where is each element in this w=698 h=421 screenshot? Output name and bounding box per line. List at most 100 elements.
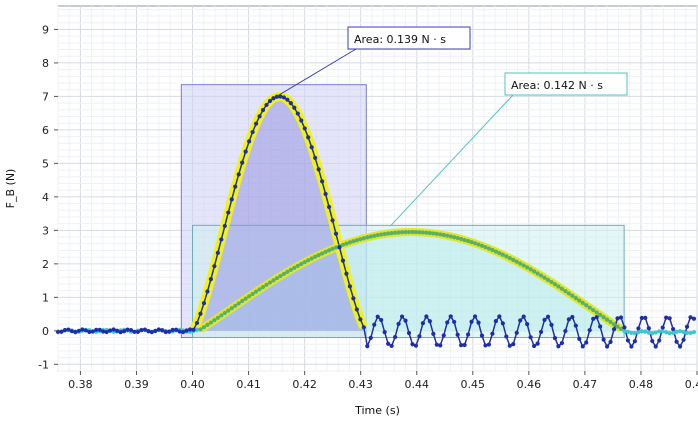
blue-data-point: [601, 337, 606, 342]
blue-data-point: [452, 319, 457, 325]
blue-data-point: [413, 343, 419, 348]
blue-data-point: [260, 107, 266, 113]
teal-data-point: [368, 234, 373, 239]
blue-data-point: [264, 102, 269, 108]
blue-data-point: [132, 329, 137, 334]
teal-data-point: [671, 330, 676, 335]
blue-data-point: [518, 318, 523, 323]
blue-data-point: [629, 344, 634, 349]
blue-data-point: [598, 324, 603, 329]
blue-data-point: [149, 330, 154, 335]
blue-data-point: [434, 342, 439, 347]
teal-data-point: [406, 229, 412, 235]
area-callout-teal[interactable]: Area: 0.142 N · s: [389, 72, 628, 227]
y-axis-title: F_B (N): [4, 169, 17, 209]
blue-data-point: [83, 328, 88, 333]
teal-data-point: [535, 271, 540, 276]
x-tick-label: 0.45: [461, 378, 486, 391]
blue-data-point: [253, 121, 259, 126]
teal-data-point: [674, 329, 679, 334]
blue-data-point: [469, 319, 474, 324]
blue-data-point: [591, 316, 596, 321]
teal-data-point: [316, 252, 321, 258]
teal-data-point: [222, 310, 227, 316]
blue-data-point: [615, 316, 620, 321]
blue-data-point: [330, 218, 335, 223]
y-tick-label: 3: [42, 224, 49, 237]
blue-data-point: [167, 329, 172, 334]
callout-blue-box[interactable]: [347, 26, 471, 50]
blue-data-point: [441, 333, 446, 338]
blue-data-point: [292, 105, 297, 110]
teal-data-point: [573, 296, 578, 301]
blue-data-point: [229, 197, 234, 202]
teal-data-point: [424, 230, 429, 235]
teal-data-point: [365, 235, 370, 240]
blue-data-point: [521, 314, 526, 319]
blue-data-point: [128, 327, 134, 333]
teal-data-point: [375, 233, 380, 238]
blue-data-point: [170, 327, 175, 332]
blue-data-point: [472, 314, 478, 319]
teal-data-point: [493, 249, 498, 254]
blue-data-point: [285, 97, 290, 102]
teal-data-point: [452, 235, 457, 240]
blue-data-point: [247, 139, 252, 144]
blue-data-point: [389, 343, 394, 349]
blue-data-point: [552, 335, 558, 341]
teal-data-point: [615, 324, 620, 329]
blue-data-point: [525, 322, 530, 327]
teal-data-point: [552, 282, 558, 287]
blue-data-point: [566, 317, 571, 322]
blue-data-point: [226, 210, 231, 215]
teal-data-point: [639, 329, 644, 334]
blue-data-point: [500, 321, 505, 326]
blue-data-point: [212, 264, 217, 269]
blue-data-point: [177, 329, 182, 334]
y-tick-label: 4: [42, 191, 49, 204]
blue-data-point: [361, 325, 366, 330]
teal-data-point: [584, 303, 589, 308]
blue-data-point: [479, 333, 485, 338]
teal-data-point: [299, 261, 304, 267]
teal-data-point: [504, 254, 509, 259]
teal-data-point: [219, 313, 224, 318]
teal-data-point: [677, 329, 683, 334]
blue-data-point: [73, 330, 78, 335]
blue-data-point: [236, 172, 241, 177]
blue-data-point: [507, 343, 512, 348]
teal-data-point: [427, 230, 432, 236]
blue-data-point: [420, 321, 426, 326]
teal-data-point: [389, 231, 394, 236]
blue-data-point: [542, 317, 547, 323]
blue-data-point: [358, 317, 363, 322]
teal-data-point: [351, 239, 356, 244]
blue-data-point: [643, 315, 648, 320]
teal-data-point: [455, 235, 460, 241]
teal-data-point: [459, 236, 464, 242]
callout-teal-box[interactable]: [504, 72, 628, 96]
blue-data-point: [340, 258, 346, 263]
blue-data-point: [587, 328, 592, 333]
callout-teal-text: Area: 0.142 N · s: [511, 79, 603, 92]
blue-data-point: [493, 319, 498, 324]
blue-data-point: [351, 296, 356, 301]
area-callout-blue[interactable]: Area: 0.139 N · s: [276, 26, 471, 97]
teal-data-point: [233, 303, 238, 308]
x-tick-label: 0.40: [180, 378, 205, 391]
teal-data-point: [594, 310, 599, 315]
blue-data-point: [632, 339, 637, 344]
blue-data-point: [455, 332, 460, 337]
x-tick-label: 0.41: [236, 378, 261, 391]
blue-data-point: [636, 326, 641, 331]
x-axis-title: Time (s): [354, 404, 400, 417]
blue-data-point: [514, 330, 519, 335]
teal-data-point: [267, 280, 273, 285]
blue-data-point: [233, 184, 238, 189]
blue-data-point: [594, 315, 599, 320]
blue-data-point: [563, 328, 568, 334]
teal-data-point: [215, 315, 220, 320]
blue-data-point: [163, 329, 168, 335]
blue-data-point: [375, 314, 380, 319]
teal-data-point: [403, 230, 408, 235]
